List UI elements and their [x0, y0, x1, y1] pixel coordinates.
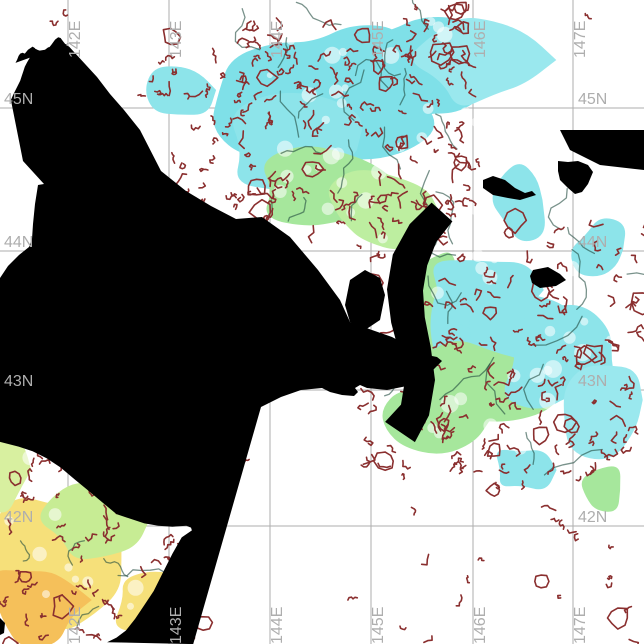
svg-text:147E: 147E	[572, 607, 589, 644]
svg-text:146E: 146E	[472, 21, 489, 58]
svg-text:44N: 44N	[578, 234, 607, 251]
svg-text:144E: 144E	[269, 607, 286, 644]
svg-text:143E: 143E	[168, 21, 185, 58]
svg-text:44N: 44N	[4, 234, 33, 251]
svg-text:43N: 43N	[578, 373, 607, 390]
svg-text:145E: 145E	[370, 21, 387, 58]
svg-text:42N: 42N	[4, 509, 33, 526]
svg-text:45N: 45N	[578, 91, 607, 108]
svg-text:43N: 43N	[4, 373, 33, 390]
svg-text:45N: 45N	[4, 91, 33, 108]
svg-text:147E: 147E	[572, 21, 589, 58]
svg-text:142E: 142E	[67, 607, 84, 644]
svg-text:142E: 142E	[67, 21, 84, 58]
svg-text:143E: 143E	[168, 607, 185, 644]
svg-text:146E: 146E	[472, 607, 489, 644]
svg-text:145E: 145E	[370, 607, 387, 644]
svg-text:144E: 144E	[269, 21, 286, 58]
svg-text:42N: 42N	[578, 509, 607, 526]
